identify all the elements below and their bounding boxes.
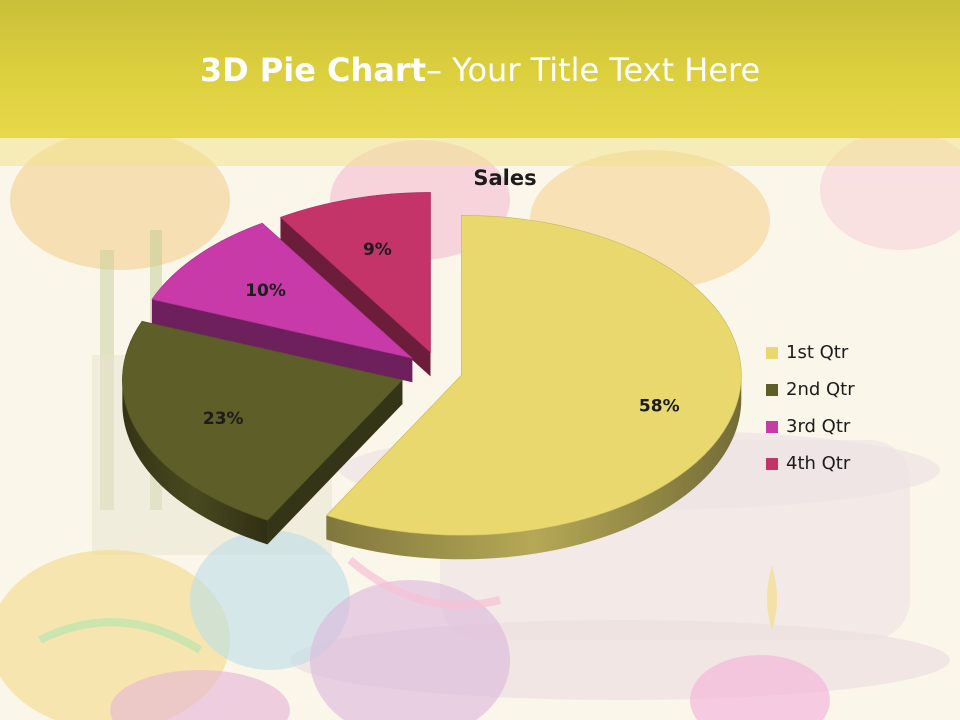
pie-slice-2: [122, 320, 403, 521]
legend-item: 4th Qtr: [766, 445, 855, 482]
pie-slice-side-2: [122, 380, 268, 545]
legend-label: 4th Qtr: [786, 453, 851, 474]
title-band: [0, 138, 960, 166]
legend-item: 1st Qtr: [766, 334, 855, 371]
slide-title: 3D Pie Chart– Your Title Text Here: [0, 50, 960, 90]
slide-title-rest: – Your Title Text Here: [425, 51, 761, 89]
pie-slice-1: [325, 214, 742, 536]
legend-swatch: [766, 420, 778, 433]
pie-slice-wall-4-1: [280, 217, 431, 377]
pie-slice-3: [151, 222, 414, 359]
chart-legend: 1st Qtr 2nd Qtr 3rd Qtr 4th Qtr: [766, 334, 855, 482]
data-label-4: 9%: [363, 240, 392, 260]
pie-slice-group-1: [325, 214, 742, 560]
title-bar: [0, 0, 960, 138]
legend-swatch: [766, 346, 778, 359]
legend-label: 3rd Qtr: [786, 416, 851, 437]
legend-item: 2nd Qtr: [766, 371, 855, 408]
chart-title: Sales: [473, 166, 537, 190]
pie-slice-wall-3-1: [151, 299, 413, 383]
pie-slice-group-4: [279, 192, 431, 377]
slide-title-bold: 3D Pie Chart: [199, 51, 426, 89]
pie-slice-side-1: [326, 375, 742, 560]
data-label-2: 23%: [203, 409, 244, 429]
pie-slice-group-3: [151, 222, 414, 383]
legend-label: 1st Qtr: [786, 342, 849, 363]
legend-swatch: [766, 457, 778, 470]
legend-swatch: [766, 383, 778, 396]
legend-item: 3rd Qtr: [766, 408, 855, 445]
pie-slice-group-2: [122, 320, 403, 545]
data-label-1: 58%: [639, 396, 680, 416]
pie-slice-4: [279, 192, 431, 354]
pie-slice-wall-2-1: [267, 380, 403, 545]
legend-label: 2nd Qtr: [786, 379, 855, 400]
data-label-3: 10%: [245, 281, 286, 301]
